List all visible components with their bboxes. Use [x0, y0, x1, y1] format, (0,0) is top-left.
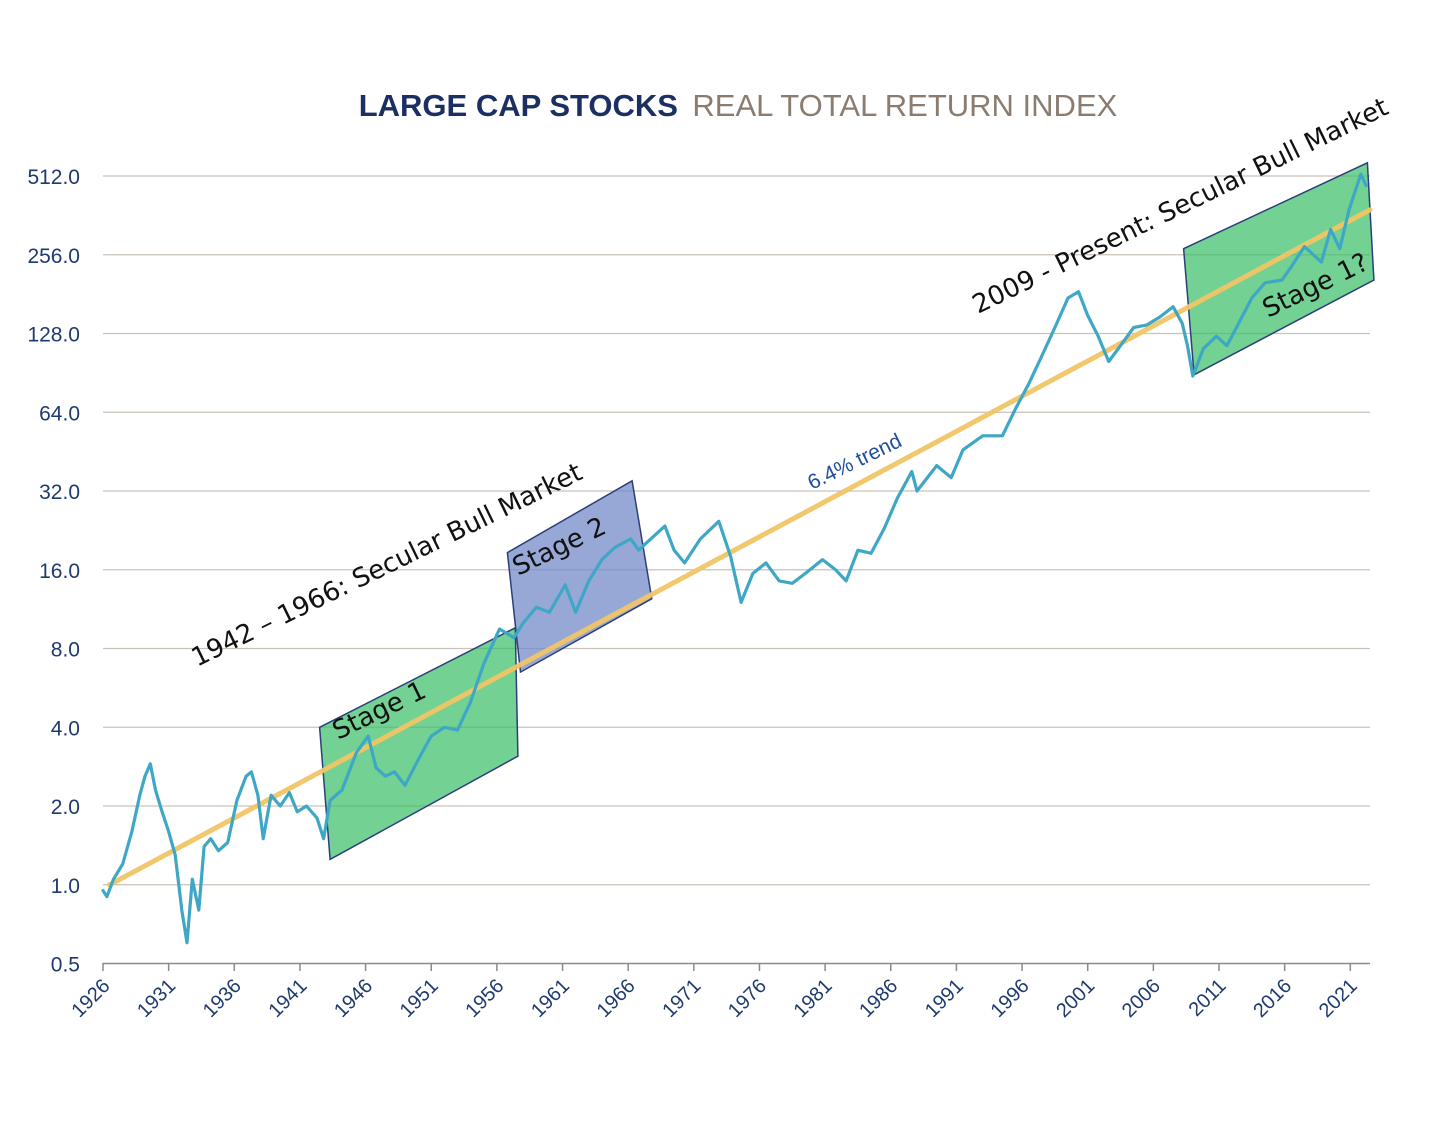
x-tick-label-1971: 1971 — [658, 975, 705, 1022]
y-tick-label-64.0: 64.0 — [39, 402, 80, 425]
y-axis-ticks: 512.0 256.0 128.0 64.0 32.0 16.0 8.0 4.0 2.0 1.0 0… — [27, 166, 80, 977]
title-sub: REAL TOTAL RETURN INDEX — [692, 88, 1117, 123]
y-tick-label-128.0: 128.0 — [27, 324, 80, 347]
x-tick-label-2016: 2016 — [1249, 975, 1296, 1022]
y-tick-label-512.0: 512.0 — [27, 166, 80, 189]
x-tick-label-2021: 2021 — [1315, 975, 1362, 1022]
x-tick-label-2001: 2001 — [1052, 975, 1099, 1022]
x-tick-label-1976: 1976 — [724, 975, 771, 1022]
y-tick-label-0.5: 0.5 — [51, 954, 80, 977]
x-tick-label-1991: 1991 — [921, 975, 968, 1022]
trend-line — [107, 207, 1373, 888]
y-tick-label-1.0: 1.0 — [51, 875, 80, 898]
x-tick-label-1931: 1931 — [133, 975, 180, 1022]
y-tick-label-8.0: 8.0 — [51, 639, 80, 662]
x-tick-label-1956: 1956 — [461, 975, 508, 1022]
x-tick-label-1936: 1936 — [199, 975, 246, 1022]
x-tick-label-1946: 1946 — [330, 975, 377, 1022]
x-tick-label-1981: 1981 — [790, 975, 837, 1022]
x-tick-label-1986: 1986 — [855, 975, 902, 1022]
y-tick-label-32.0: 32.0 — [39, 481, 80, 504]
grid-lines — [103, 175, 1370, 965]
index-line — [101, 172, 1368, 945]
x-tick-label-1996: 1996 — [987, 975, 1034, 1022]
y-tick-label-16.0: 16.0 — [39, 560, 80, 583]
x-tick-label-1941: 1941 — [264, 975, 311, 1022]
x-tick-label-2011: 2011 — [1185, 975, 1231, 1021]
chart-title: LARGE CAP STOCKS REAL TOTAL RETURN INDEX — [359, 88, 1118, 123]
x-tick-label-1966: 1966 — [593, 975, 640, 1022]
x-tick-label-1961: 1961 — [527, 975, 574, 1022]
y-tick-label-256.0: 256.0 — [27, 245, 80, 268]
y-tick-label-2.0: 2.0 — [51, 796, 80, 819]
stage-regions — [318, 161, 1375, 861]
x-tick-label-2006: 2006 — [1118, 975, 1165, 1022]
title-main: LARGE CAP STOCKS — [359, 88, 678, 123]
stage-region-1 — [318, 626, 519, 861]
y-tick-label-4.0: 4.0 — [51, 717, 80, 740]
x-tick-label-1951: 1951 — [396, 975, 443, 1022]
x-axis: 1926 1931 1936 1941 1946 1951 1956 1961 1966 1971… — [68, 963, 1362, 1022]
series-layer — [101, 172, 1373, 945]
stage-region-3 — [1182, 161, 1375, 376]
x-tick-label-1926: 1926 — [68, 975, 115, 1022]
